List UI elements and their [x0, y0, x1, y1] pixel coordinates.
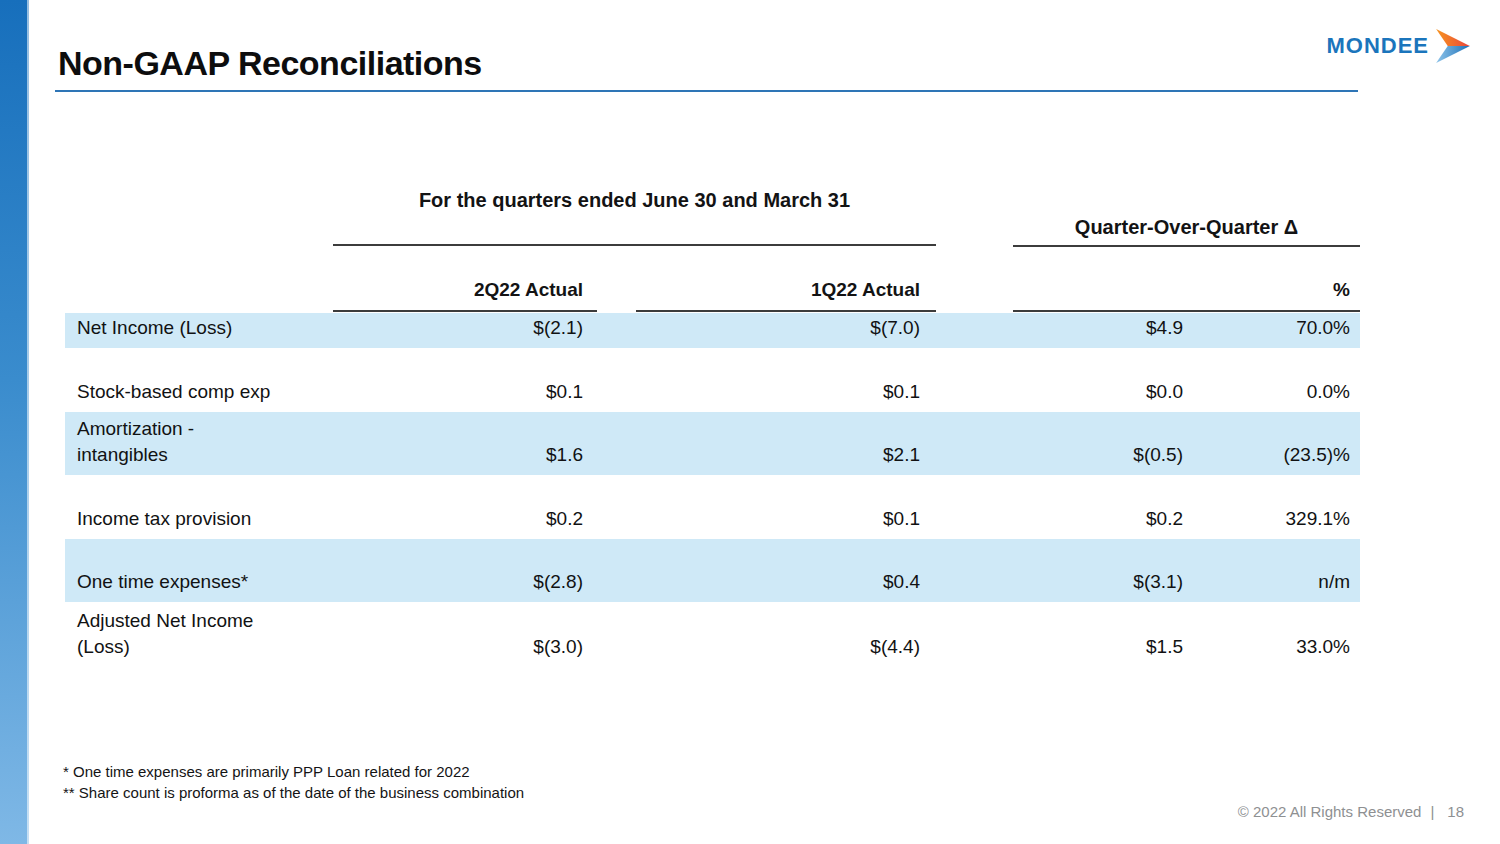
row-percent-value: 70.0% — [1190, 315, 1360, 348]
row-1q22-value: $2.1 — [597, 442, 936, 475]
row-2q22-value: $(2.8) — [333, 569, 597, 602]
reconciliation-table: For the quarters ended June 30 and March… — [65, 180, 1360, 700]
left-accent-bar — [0, 0, 29, 844]
table-body: Net Income (Loss) $(2.1) $(7.0) $4.9 70.… — [65, 313, 1360, 667]
row-1q22-value: $(7.0) — [597, 315, 936, 348]
mondee-arrow-icon — [1434, 28, 1472, 64]
mondee-logo: MONDEE — [1326, 28, 1472, 64]
row-delta-value: $(0.5) — [936, 442, 1190, 475]
group-underline-quarters — [333, 244, 936, 246]
row-2q22-value: $0.2 — [333, 506, 597, 539]
row-1q22-value: $0.1 — [597, 379, 936, 412]
row-label: Income tax provision — [65, 506, 333, 539]
row-delta-value: $0.0 — [936, 379, 1190, 412]
slide: Non-GAAP Reconciliations MONDEE For the … — [0, 0, 1500, 844]
row-percent-value: n/m — [1190, 569, 1360, 602]
column-underline-1q22 — [636, 310, 936, 312]
row-1q22-value: $(4.4) — [597, 634, 936, 667]
table-row-stock-comp: Stock-based comp exp $0.1 $0.1 $0.0 0.0% — [65, 348, 1360, 412]
group-underline-qoq — [1013, 245, 1360, 247]
row-2q22-value: $(2.1) — [333, 315, 597, 348]
row-delta-value: $4.9 — [936, 315, 1190, 348]
row-1q22-value: $0.4 — [597, 569, 936, 602]
row-percent-value: (23.5)% — [1190, 442, 1360, 475]
footnote-share-count: ** Share count is proforma as of the dat… — [63, 782, 524, 803]
row-percent-value: 33.0% — [1190, 634, 1360, 667]
row-label: Amortization - intangibles — [65, 416, 333, 475]
page-number: 18 — [1447, 803, 1464, 820]
row-label: One time expenses* — [65, 569, 333, 602]
row-1q22-value: $0.1 — [597, 506, 936, 539]
column-header-2q22: 2Q22 Actual — [333, 279, 583, 301]
row-2q22-value: $1.6 — [333, 442, 597, 475]
column-header-percent: % — [1190, 279, 1350, 301]
mondee-logo-text: MONDEE — [1326, 33, 1429, 59]
row-percent-value: 0.0% — [1190, 379, 1360, 412]
row-2q22-value: $(3.0) — [333, 634, 597, 667]
table-row-one-time-expenses: One time expenses* $(2.8) $0.4 $(3.1) n/… — [65, 539, 1360, 602]
column-underline-2q22 — [333, 310, 597, 312]
row-2q22-value: $0.1 — [333, 379, 597, 412]
footnotes: * One time expenses are primarily PPP Lo… — [63, 761, 524, 803]
column-underline-qoq — [1013, 310, 1360, 312]
page-title: Non-GAAP Reconciliations — [58, 44, 482, 83]
table-row-amortization: Amortization - intangibles $1.6 $2.1 $(0… — [65, 412, 1360, 475]
row-delta-value: $0.2 — [936, 506, 1190, 539]
copyright-text: © 2022 All Rights Reserved — [1238, 803, 1422, 820]
row-label: Adjusted Net Income (Loss) — [65, 608, 333, 667]
slide-footer: © 2022 All Rights Reserved | 18 — [1238, 803, 1464, 820]
column-header-1q22: 1Q22 Actual — [597, 279, 920, 301]
row-delta-value: $(3.1) — [936, 569, 1190, 602]
row-delta-value: $1.5 — [936, 634, 1190, 667]
table-row-income-tax: Income tax provision $0.2 $0.1 $0.2 329.… — [65, 475, 1360, 539]
title-underline — [55, 90, 1358, 92]
footnote-one-time: * One time expenses are primarily PPP Lo… — [63, 761, 524, 782]
row-percent-value: 329.1% — [1190, 506, 1360, 539]
row-label: Net Income (Loss) — [65, 315, 333, 348]
group-header-quarters: For the quarters ended June 30 and March… — [333, 189, 936, 212]
footer-separator: | — [1430, 803, 1434, 820]
table-row-net-income: Net Income (Loss) $(2.1) $(7.0) $4.9 70.… — [65, 313, 1360, 348]
row-label: Stock-based comp exp — [65, 379, 333, 412]
table-row-adjusted-net-income: Adjusted Net Income (Loss) $(3.0) $(4.4)… — [65, 602, 1360, 667]
group-header-qoq: Quarter-Over-Quarter Δ — [1013, 216, 1360, 239]
